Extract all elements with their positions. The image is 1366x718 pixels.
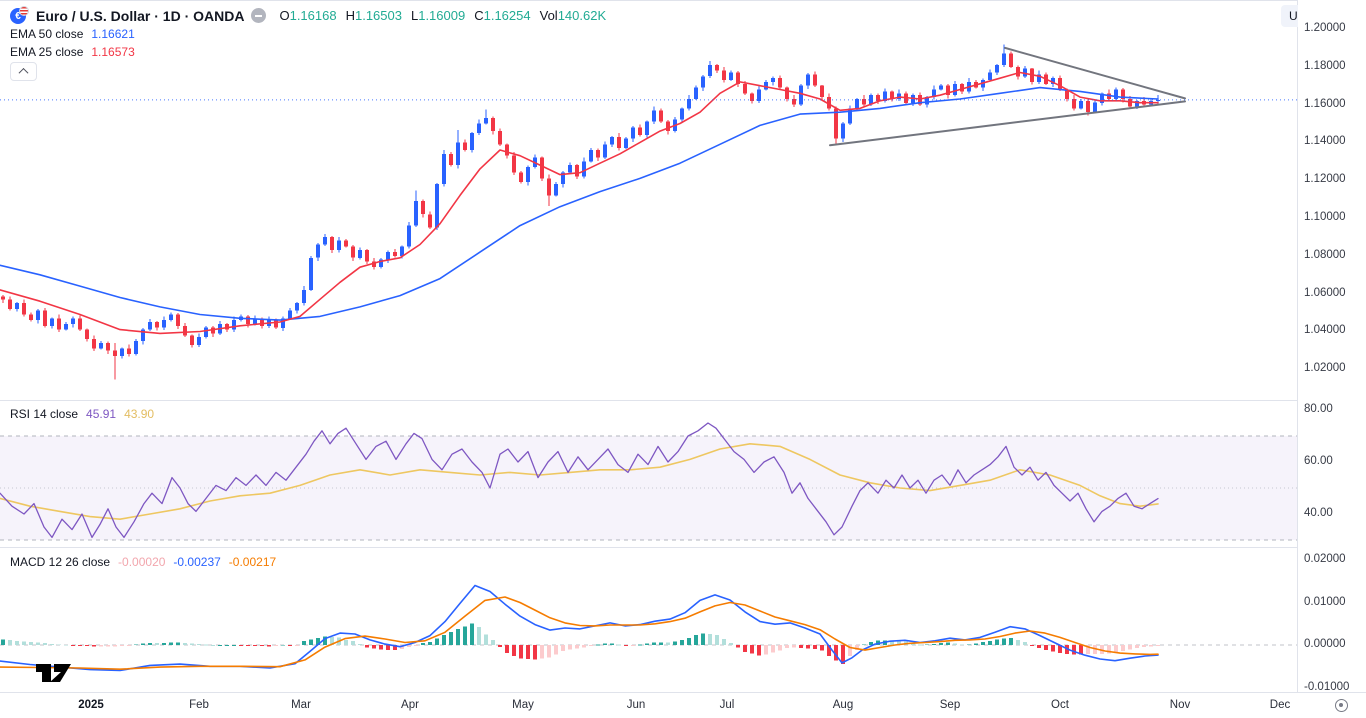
ema50-legend: EMA 50 close 1.16621	[10, 27, 135, 41]
close-value: 1.16254	[483, 8, 531, 23]
volume-label: Vol	[539, 8, 558, 23]
open-value: 1.16168	[289, 8, 337, 23]
ema25-label: EMA 25 close	[10, 45, 84, 59]
time-axis-label[interactable]: Nov	[1169, 699, 1191, 711]
rsi-axis-label: 60.00	[1304, 455, 1333, 467]
ema-lines	[0, 71, 1159, 335]
time-axis-label[interactable]: Feb	[189, 699, 209, 711]
macd-axis-label: 0.02000	[1304, 553, 1346, 565]
ema50-value: 1.16621	[91, 27, 135, 41]
low-label: L	[410, 8, 419, 23]
rsi-ma-value: 43.90	[124, 407, 155, 421]
scroll-to-realtime-icon[interactable]	[1334, 698, 1349, 713]
rsi-axis-label: 80.00	[1304, 403, 1333, 415]
price-axis-label: 1.14000	[1304, 135, 1346, 148]
price-axis-label: 1.18000	[1304, 59, 1346, 72]
rsi-pane	[0, 422, 1159, 539]
rsi-band	[0, 435, 1297, 541]
time-axis-label[interactable]: Oct	[1051, 699, 1069, 711]
macd-axis-label: -0.01000	[1304, 680, 1350, 693]
macd-hist-value: -0.00020	[118, 555, 166, 569]
ema50-label: EMA 50 close	[10, 27, 84, 41]
time-axis-label[interactable]: Jul	[719, 699, 735, 711]
volume-value: 140.62K	[557, 8, 607, 23]
pane-separator-price-rsi[interactable]	[0, 400, 1297, 401]
time-axis-label[interactable]: Mar	[291, 699, 311, 711]
rsi-label: RSI 14 close	[10, 407, 79, 421]
time-axis-label[interactable]: Aug	[832, 699, 854, 711]
collapse-legend-button[interactable]	[10, 62, 37, 81]
pane-separator-rsi-macd[interactable]	[0, 547, 1297, 548]
macd-axis-label: 0.00000	[1304, 638, 1346, 650]
time-axis-label[interactable]: Sep	[939, 699, 961, 711]
price-axis-label: 1.08000	[1304, 248, 1346, 261]
macd-signal-value: -0.00217	[228, 555, 277, 569]
time-axis-label[interactable]: Dec	[1269, 699, 1291, 711]
triangle-pattern-drawing[interactable]	[0, 46, 1297, 147]
pane-border-top	[0, 0, 1366, 1]
price-scale-border	[1297, 0, 1298, 718]
time-axis-label[interactable]: May	[512, 699, 534, 711]
price-axis-label: 1.16000	[1304, 97, 1346, 110]
time-axis[interactable]: 2025 Feb Mar Apr May Jun Jul Aug Sep Oct Nov Dec	[0, 693, 1366, 718]
close-label: C	[474, 8, 484, 23]
chevron-up-icon	[18, 67, 29, 78]
candlestick-series	[0, 44, 1161, 380]
ohlc-values: O1.16168 H1.16503 L1.16009 C1.16254 Vol1…	[279, 8, 606, 23]
rsi-legend: RSI 14 close 45.91 43.90	[10, 407, 154, 421]
high-value: 1.16503	[354, 8, 402, 23]
time-axis-label[interactable]: Apr	[401, 699, 419, 711]
open-label: O	[279, 8, 290, 23]
symbol-legend: € Euro / U.S. Dollar · 1D · OANDA O1.161…	[10, 6, 606, 25]
price-axis-label: 1.06000	[1304, 286, 1346, 299]
ema25-legend: EMA 25 close 1.16573	[10, 45, 135, 59]
us-flag-icon	[19, 6, 29, 16]
macd-legend: MACD 12 26 close -0.00020 -0.00237 -0.00…	[10, 555, 276, 569]
ema25-value: 1.16573	[91, 45, 135, 59]
target-circle-icon	[1335, 699, 1348, 712]
macd-histogram	[0, 623, 1161, 664]
macd-label: MACD 12 26 close	[10, 555, 111, 569]
high-label: H	[345, 8, 355, 23]
tradingview-logo[interactable]	[34, 661, 82, 690]
low-value: 1.16009	[418, 8, 466, 23]
price-axis-label: 1.10000	[1304, 211, 1346, 224]
macd-pane	[0, 584, 1297, 672]
time-axis-border	[0, 692, 1366, 693]
time-axis-label[interactable]: Jun	[626, 699, 646, 711]
macd-line-value: -0.00237	[173, 555, 221, 569]
price-axis-label: 1.12000	[1304, 173, 1346, 186]
eurusd-pair-icon: €	[10, 6, 29, 25]
collapse-values-icon[interactable]	[251, 8, 267, 23]
time-axis-label[interactable]: 2025	[78, 699, 104, 711]
price-axis-label: 1.20000	[1304, 22, 1346, 34]
rsi-axis-label: 40.00	[1304, 507, 1333, 519]
macd-axis-label: 0.01000	[1304, 595, 1346, 608]
price-axis-label: 1.02000	[1304, 362, 1346, 375]
price-axis[interactable]: 1.20000 1.18000 1.16000 1.14000 1.12000 1.100…	[1298, 0, 1366, 693]
rsi-value: 45.91	[86, 407, 117, 421]
symbol-title[interactable]: Euro / U.S. Dollar · 1D · OANDA	[36, 7, 245, 24]
price-axis-label: 1.04000	[1304, 324, 1346, 337]
